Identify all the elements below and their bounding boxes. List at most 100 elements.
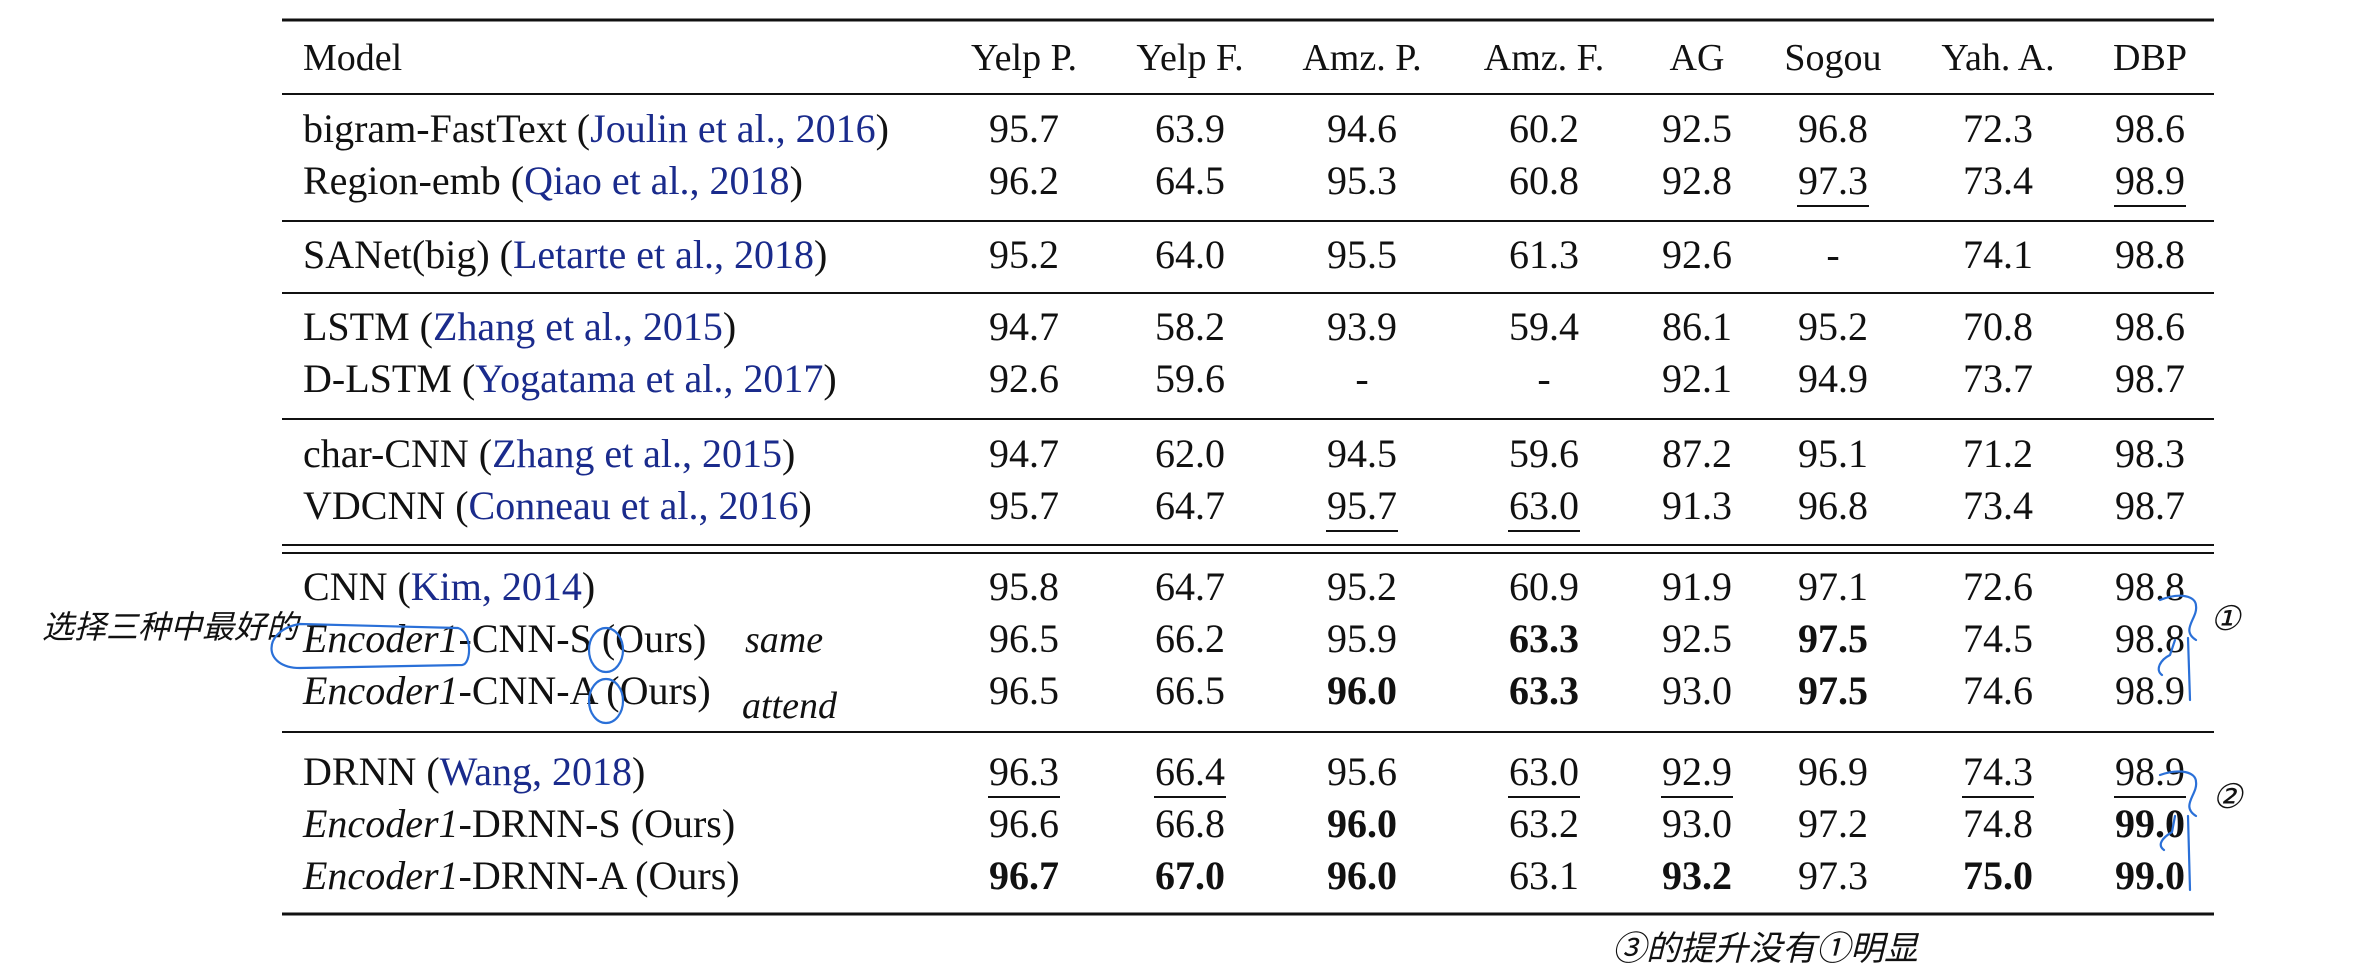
column-header: DBP [2113, 37, 2187, 79]
citation-link[interactable]: Zhang et al., 2015 [433, 304, 723, 349]
table-cell: 96.0 [1327, 668, 1397, 713]
table-cell: 63.0 [1509, 749, 1579, 794]
annotation-encoder-circle [270, 622, 471, 670]
citation-link[interactable]: Yogatama et al., 2017 [475, 356, 823, 401]
table-cell: 98.7 [2115, 483, 2185, 528]
table-cell: 95.8 [989, 564, 1059, 609]
table-cell: 59.4 [1509, 304, 1579, 349]
annotation-bracket-2 [2158, 770, 2198, 852]
table-cell: 67.0 [1155, 853, 1225, 898]
model-name: Region-emb (Qiao et al., 2018) [303, 158, 803, 203]
model-name-part: ) [723, 304, 736, 349]
table-cell: 91.3 [1662, 483, 1732, 528]
table-cell: 97.3 [1798, 853, 1868, 898]
table-cell: 63.0 [1509, 483, 1579, 528]
annotation-attend: attend [742, 685, 838, 727]
model-name: Encoder1-DRNN-S (Ours) [302, 801, 735, 846]
citation-link[interactable]: Conneau et al., 2016 [469, 483, 799, 528]
table-cell: 92.8 [1662, 158, 1732, 203]
model-name-part: char-CNN ( [303, 431, 492, 476]
model-name-part: Encoder1 [302, 668, 459, 713]
table-cell: 91.9 [1662, 564, 1732, 609]
model-name: bigram-FastText (Joulin et al., 2016) [303, 106, 889, 151]
table-cell: 61.3 [1509, 232, 1579, 277]
citation-link[interactable]: Zhang et al., 2015 [492, 431, 782, 476]
table-cell: 86.1 [1662, 304, 1732, 349]
table-cell: 60.2 [1509, 106, 1579, 151]
table-row: SANet(big) (Letarte et al., 2018) 95.2 64.… [303, 232, 2185, 277]
model-name-part: Encoder1 [302, 801, 459, 846]
table-cell: 73.4 [1963, 158, 2033, 203]
citation-link[interactable]: Joulin et al., 2016 [590, 106, 876, 151]
column-header: Yah. A. [1941, 37, 2054, 79]
table-cell: 72.3 [1963, 106, 2033, 151]
table-row: Encoder1-DRNN-A (Ours) 96.7 67.0 96.0 63.1 93… [302, 853, 2185, 898]
column-header: Amz. F. [1484, 37, 1604, 79]
model-name-part: ) [632, 749, 645, 794]
table-cell: 59.6 [1509, 431, 1579, 476]
table-cell: 64.0 [1155, 232, 1225, 277]
table-cell: 95.3 [1327, 158, 1397, 203]
model-name-part: CNN ( [303, 564, 411, 609]
handwritten-annotations: 选择三种中最好的 same attend ① ② ③的提升没有①明显 [42, 594, 2244, 968]
table-cell: 74.6 [1963, 668, 2033, 713]
column-header: Sogou [1784, 37, 1881, 79]
table-cell: 62.0 [1155, 431, 1225, 476]
citation-link[interactable]: Wang, 2018 [440, 749, 632, 794]
table-cell: 63.3 [1509, 668, 1579, 713]
table-cell: 98.8 [2115, 616, 2185, 661]
model-name-part: LSTM ( [303, 304, 433, 349]
table-cell: 63.1 [1509, 853, 1579, 898]
table-cell: 64.7 [1155, 564, 1225, 609]
table-cell: 96.0 [1327, 853, 1397, 898]
model-name-part: -CNN-S (Ours) [459, 616, 707, 661]
column-header: Yelp P. [971, 37, 1077, 79]
table-cell: 98.9 [2115, 668, 2185, 713]
table-cell: 60.9 [1509, 564, 1579, 609]
table-cell: 94.7 [989, 304, 1059, 349]
table-cell: 98.7 [2115, 356, 2185, 401]
table-cell: 93.0 [1662, 801, 1732, 846]
table-cell: 96.9 [1798, 749, 1868, 794]
model-name-part: ) [876, 106, 889, 151]
table-cell: 96.5 [989, 616, 1059, 661]
table-cell: 92.9 [1662, 749, 1732, 794]
model-name-part: ) [790, 158, 803, 203]
column-header: Yelp F. [1136, 37, 1243, 79]
table-cell: 60.8 [1509, 158, 1579, 203]
table-cell: 98.8 [2115, 232, 2185, 277]
model-name: Encoder1-DRNN-A (Ours) [302, 853, 740, 898]
table-cell: 98.6 [2115, 304, 2185, 349]
model-name: D-LSTM (Yogatama et al., 2017) [303, 356, 837, 401]
citation-link[interactable]: Letarte et al., 2018 [513, 232, 814, 277]
table-cell: 59.6 [1155, 356, 1225, 401]
model-name: Encoder1-CNN-A (Ours) [302, 668, 711, 713]
model-name-part: -CNN-A (Ours) [459, 668, 711, 713]
model-name-part: -DRNN-A (Ours) [459, 853, 740, 898]
annotation-a-circle [587, 677, 625, 725]
table-cell: 98.6 [2115, 106, 2185, 151]
table-row: Encoder1-CNN-A (Ours) 96.5 66.5 96.0 63.3 93.… [302, 668, 2185, 713]
table-cell: 92.6 [989, 356, 1059, 401]
model-name-part: ) [823, 356, 836, 401]
citation-link[interactable]: Qiao et al., 2018 [524, 158, 790, 203]
model-name-part: Encoder1 [302, 853, 459, 898]
table-cell: 95.5 [1327, 232, 1397, 277]
table-cell: 58.2 [1155, 304, 1225, 349]
table-cell: 95.1 [1798, 431, 1868, 476]
table-cell: 63.9 [1155, 106, 1225, 151]
table-cell: 96.6 [989, 801, 1059, 846]
table-cell: 72.6 [1963, 564, 2033, 609]
table-row: VDCNN (Conneau et al., 2016) 95.7 64.7 95.7… [303, 483, 2185, 532]
table-cell: - [1355, 356, 1368, 401]
table-cell: 98.9 [2115, 158, 2185, 203]
model-name-part: Encoder1 [302, 616, 459, 661]
model-name-part: Region-emb ( [303, 158, 524, 203]
model-name: DRNN (Wang, 2018) [303, 749, 645, 794]
table-cell: 87.2 [1662, 431, 1732, 476]
citation-link[interactable]: Kim, 2014 [411, 564, 582, 609]
table-cell: 92.5 [1662, 616, 1732, 661]
table-cell: 93.0 [1662, 668, 1732, 713]
table-row: Encoder1-DRNN-S (Ours) 96.6 66.8 96.0 63.2 93… [302, 801, 2185, 846]
